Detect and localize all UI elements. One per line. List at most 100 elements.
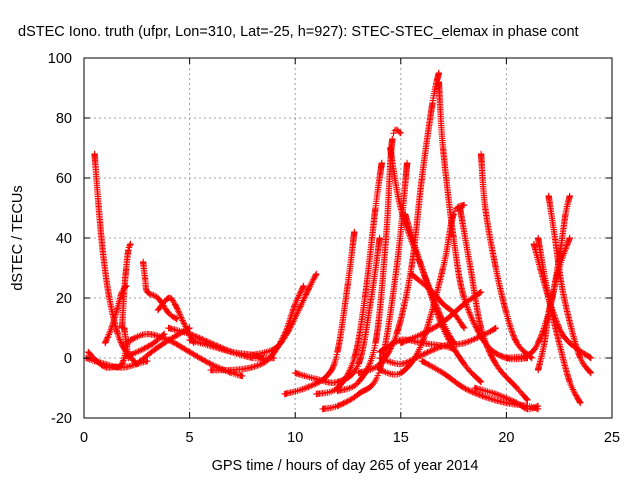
data-point (192, 332, 199, 340)
data-point (508, 328, 516, 335)
data-point (483, 341, 490, 348)
data-point (180, 320, 188, 327)
data-point (472, 335, 480, 342)
data-point (477, 288, 485, 296)
data-point (382, 357, 389, 364)
data-point (469, 336, 477, 343)
data-point (340, 400, 347, 407)
data-point (177, 343, 184, 350)
data-point (479, 392, 486, 400)
series-arc4 (101, 282, 130, 347)
data-point (482, 340, 490, 347)
data-point (180, 318, 187, 326)
data-point (300, 295, 308, 303)
series-arc33 (397, 288, 485, 347)
data-point (148, 291, 156, 299)
data-point (408, 356, 416, 364)
data-point (563, 242, 571, 249)
data-point (509, 331, 517, 338)
data-point (173, 305, 181, 312)
data-point (368, 365, 376, 373)
data-point (524, 351, 531, 359)
data-point (561, 248, 568, 256)
data-point (421, 272, 428, 279)
data-point (302, 292, 309, 300)
series-arc23 (401, 210, 485, 386)
data-point (483, 394, 490, 401)
data-point (468, 388, 475, 395)
data-point (190, 332, 198, 339)
data-point (309, 277, 316, 285)
data-point (206, 360, 213, 367)
data-point (465, 387, 472, 394)
data-point (415, 353, 423, 360)
data-point (195, 354, 203, 361)
data-point (443, 333, 451, 340)
data-point (171, 340, 179, 347)
data-point (123, 282, 130, 290)
data-point (179, 317, 186, 324)
data-point (174, 306, 182, 314)
data-point (380, 368, 388, 375)
data-point (425, 327, 432, 334)
data-point (467, 312, 474, 319)
data-point (463, 386, 471, 393)
data-point (341, 399, 349, 406)
data-point (186, 348, 193, 356)
data-point (183, 347, 191, 354)
data-point (85, 355, 92, 362)
data-point (194, 353, 201, 360)
data-point (450, 345, 457, 353)
data-point (563, 243, 570, 251)
data-point (477, 378, 485, 386)
data-point (587, 369, 595, 377)
data-point (293, 312, 300, 319)
data-point (198, 355, 205, 363)
data-point (117, 337, 124, 345)
series-arc12 (127, 330, 168, 359)
data-point (492, 390, 500, 398)
series-arc9 (133, 324, 193, 368)
data-point (105, 331, 113, 338)
data-point (494, 391, 501, 398)
data-point (380, 356, 388, 363)
data-point (477, 289, 484, 296)
data-point (364, 367, 371, 374)
data-point (378, 159, 385, 167)
data-point (429, 325, 436, 332)
data-point (404, 336, 411, 344)
data-point (177, 312, 184, 320)
x-tick-label: 25 (604, 430, 620, 446)
data-point (191, 351, 199, 359)
data-point (572, 391, 579, 398)
x-axis-label: GPS time / hours of day 265 of year 2014 (212, 458, 479, 474)
data-point (507, 396, 514, 404)
data-point (137, 347, 144, 354)
data-point (182, 346, 189, 353)
data-point (345, 368, 353, 376)
data-point (421, 273, 429, 281)
data-point (344, 371, 351, 379)
data-point (421, 350, 428, 357)
y-tick-label: 0 (64, 351, 72, 367)
data-point (473, 390, 481, 398)
data-point (460, 201, 468, 209)
data-point (133, 348, 141, 356)
data-point (566, 192, 573, 200)
data-point (477, 378, 484, 385)
data-point (418, 263, 425, 270)
series-arc31 (376, 336, 457, 356)
data-point (379, 355, 387, 363)
series-arc28 (477, 150, 535, 362)
data-point (470, 318, 477, 326)
data-point (586, 368, 593, 375)
data-point (503, 394, 510, 402)
data-point (434, 311, 441, 318)
data-point (532, 345, 539, 352)
data-point (468, 314, 475, 321)
data-point (465, 338, 472, 345)
data-point (178, 344, 185, 351)
data-point (295, 293, 302, 301)
data-point (397, 129, 404, 137)
series-arc16 (281, 228, 358, 398)
